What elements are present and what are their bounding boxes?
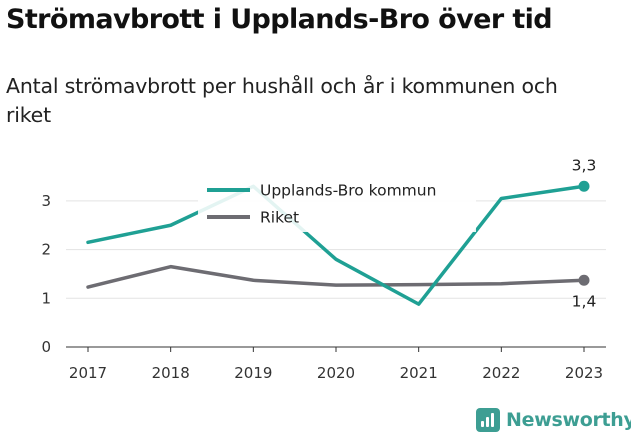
series-lines bbox=[86, 180, 590, 306]
series-end-point bbox=[578, 274, 590, 286]
legend-background bbox=[198, 176, 476, 232]
y-tick-label: 0 bbox=[41, 338, 51, 356]
legend-label: Upplands-Bro kommun bbox=[260, 182, 436, 200]
data-labels: 3,3 1,4 bbox=[572, 156, 597, 310]
data-label: 3,3 bbox=[572, 156, 597, 174]
x-tick-label: 2018 bbox=[152, 364, 190, 382]
y-tick-label: 1 bbox=[41, 289, 51, 307]
legend-label: Riket bbox=[260, 209, 299, 227]
chart-subtitle: Antal strömavbrott per hushåll och år i … bbox=[6, 74, 558, 127]
newsworthy-brand: Newsworthy bbox=[476, 408, 631, 432]
x-tick-label: 2019 bbox=[234, 364, 272, 382]
y-tick-label: 3 bbox=[41, 192, 51, 210]
x-tick-label: 2020 bbox=[317, 364, 355, 382]
data-label: 1,4 bbox=[572, 292, 597, 310]
x-tick-label: 2022 bbox=[482, 364, 520, 382]
brand-name: Newsworthy bbox=[506, 409, 631, 431]
series-line-upplands-bro bbox=[86, 184, 586, 306]
x-tick-label: 2023 bbox=[565, 364, 603, 382]
y-tick-label: 2 bbox=[41, 241, 51, 259]
newsworthy-logo-icon bbox=[476, 408, 500, 432]
x-tick-label: 2021 bbox=[400, 364, 438, 382]
series-line-riket bbox=[86, 264, 586, 289]
series-end-point bbox=[578, 180, 590, 192]
legend: Upplands-Bro kommun Riket bbox=[198, 176, 476, 232]
x-tick-label: 2017 bbox=[69, 364, 107, 382]
chart-title: Strömavbrott i Upplands-Bro över tid bbox=[6, 4, 553, 35]
axes: 0 1 2 3 2017 2018 2019 2020 2021 2022 2023 bbox=[41, 192, 606, 382]
